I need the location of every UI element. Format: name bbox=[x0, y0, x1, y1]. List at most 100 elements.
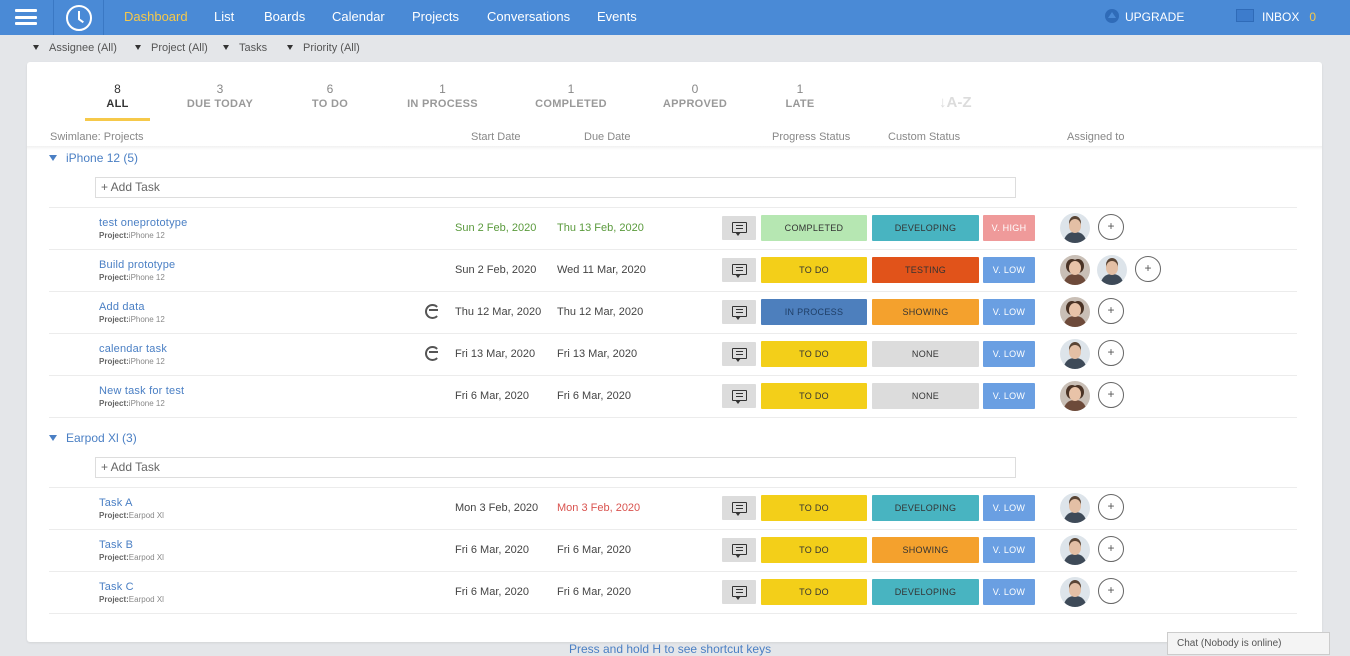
tab-due-today[interactable]: 3 DUE TODAY bbox=[180, 82, 260, 111]
add-assignee-button[interactable]: + bbox=[1098, 214, 1124, 240]
due-date[interactable]: Fri 6 Mar, 2020 bbox=[557, 586, 631, 598]
add-assignee-button[interactable]: + bbox=[1098, 340, 1124, 366]
inbox-button[interactable]: INBOX 0 bbox=[1236, 9, 1316, 24]
progress-status-badge[interactable]: TO DO bbox=[761, 495, 867, 521]
due-date[interactable]: Fri 6 Mar, 2020 bbox=[557, 390, 631, 402]
column-custom-status[interactable]: Custom Status bbox=[888, 131, 961, 143]
assignee-avatar[interactable] bbox=[1097, 255, 1127, 285]
dependency-icon[interactable] bbox=[425, 304, 440, 319]
progress-status-badge[interactable]: TO DO bbox=[761, 579, 867, 605]
due-date[interactable]: Fri 13 Mar, 2020 bbox=[557, 348, 638, 360]
task-name-link[interactable]: Task B bbox=[99, 539, 134, 551]
chat-widget[interactable]: Chat (Nobody is online) bbox=[1167, 632, 1330, 655]
due-date[interactable]: Thu 13 Feb, 2020 bbox=[557, 222, 644, 234]
progress-status-badge[interactable]: COMPLETED bbox=[761, 215, 867, 241]
progress-status-badge[interactable]: TO DO bbox=[761, 383, 867, 409]
task-name-link[interactable]: Task A bbox=[99, 497, 133, 509]
nav-calendar[interactable]: Calendar bbox=[332, 9, 385, 24]
task-row[interactable]: calendar task Project:iPhone 12 Fri 13 Mar… bbox=[27, 334, 1322, 376]
tab-approved[interactable]: 0 APPROVED bbox=[655, 82, 735, 111]
task-row[interactable]: Task C Project:Earpod Xl Fri 6 Mar, 2020 Fr… bbox=[27, 572, 1322, 614]
custom-status-badge[interactable]: TESTING bbox=[872, 257, 979, 283]
clock-icon[interactable] bbox=[66, 5, 92, 31]
assignee-avatar[interactable] bbox=[1060, 381, 1090, 411]
priority-badge[interactable]: V. LOW bbox=[983, 495, 1035, 521]
column-swimlane[interactable]: Swimlane: Projects bbox=[50, 131, 144, 143]
upgrade-button[interactable]: UPGRADE bbox=[1105, 9, 1184, 24]
priority-badge[interactable]: V. LOW bbox=[983, 579, 1035, 605]
start-date[interactable]: Fri 6 Mar, 2020 bbox=[455, 586, 529, 598]
start-date[interactable]: Mon 3 Feb, 2020 bbox=[455, 502, 539, 514]
task-row[interactable]: Task B Project:Earpod Xl Fri 6 Mar, 2020 Fr… bbox=[27, 530, 1322, 572]
column-due-date[interactable]: Due Date bbox=[584, 131, 631, 143]
filter-assignee[interactable]: Assignee (All) bbox=[33, 42, 117, 54]
filter-tasks[interactable]: Tasks bbox=[223, 42, 267, 54]
task-row[interactable]: Task A Project:Earpod Xl Mon 3 Feb, 2020 Mo… bbox=[27, 488, 1322, 530]
assignee-avatar[interactable] bbox=[1060, 339, 1090, 369]
tab-late[interactable]: 1 LATE bbox=[775, 82, 825, 111]
start-date[interactable]: Fri 6 Mar, 2020 bbox=[455, 390, 529, 402]
task-name-link[interactable]: calendar task bbox=[99, 343, 168, 355]
swimlane-title[interactable]: Earpod Xl (3) bbox=[49, 431, 137, 445]
add-assignee-button[interactable]: + bbox=[1098, 578, 1124, 604]
column-assigned-to[interactable]: Assigned to bbox=[1067, 131, 1125, 143]
task-row[interactable]: Add data Project:iPhone 12 Thu 12 Mar, 202… bbox=[27, 292, 1322, 334]
progress-status-badge[interactable]: TO DO bbox=[761, 341, 867, 367]
nav-conversations[interactable]: Conversations bbox=[487, 9, 571, 24]
custom-status-badge[interactable]: SHOWING bbox=[872, 537, 979, 563]
add-task-input[interactable]: + Add Task bbox=[95, 457, 1016, 478]
priority-badge[interactable]: V. HIGH bbox=[983, 215, 1035, 241]
assignee-avatar[interactable] bbox=[1060, 493, 1090, 523]
task-row[interactable]: New task for test Project:iPhone 12 Fri 6 … bbox=[27, 376, 1322, 418]
assignee-avatar[interactable] bbox=[1060, 535, 1090, 565]
nav-dashboard[interactable]: Dashboard bbox=[124, 9, 188, 24]
tab-all[interactable]: 8 ALL bbox=[85, 82, 150, 111]
task-name-link[interactable]: Task C bbox=[99, 581, 134, 593]
custom-status-badge[interactable]: DEVELOPING bbox=[872, 579, 979, 605]
task-row[interactable]: test oneprototype Project:iPhone 12 Sun 2 … bbox=[27, 208, 1322, 250]
column-start-date[interactable]: Start Date bbox=[471, 131, 521, 143]
start-date[interactable]: Fri 13 Mar, 2020 bbox=[455, 348, 536, 360]
assignee-avatar[interactable] bbox=[1060, 255, 1090, 285]
assignee-avatar[interactable] bbox=[1060, 297, 1090, 327]
custom-status-badge[interactable]: DEVELOPING bbox=[872, 495, 979, 521]
progress-status-badge[interactable]: TO DO bbox=[761, 537, 867, 563]
comment-button[interactable] bbox=[722, 342, 756, 366]
nav-list[interactable]: List bbox=[214, 9, 235, 24]
priority-badge[interactable]: V. LOW bbox=[983, 383, 1035, 409]
tab-to-do[interactable]: 6 TO DO bbox=[300, 82, 360, 111]
column-progress-status[interactable]: Progress Status bbox=[772, 131, 851, 143]
assignee-avatar[interactable] bbox=[1060, 213, 1090, 243]
start-date[interactable]: Thu 12 Mar, 2020 bbox=[455, 306, 542, 318]
start-date[interactable]: Fri 6 Mar, 2020 bbox=[455, 544, 529, 556]
due-date[interactable]: Wed 11 Mar, 2020 bbox=[557, 264, 646, 276]
tab-completed[interactable]: 1 COMPLETED bbox=[526, 82, 616, 111]
start-date[interactable]: Sun 2 Feb, 2020 bbox=[455, 264, 537, 276]
hamburger-menu-icon[interactable] bbox=[15, 9, 37, 25]
add-task-input[interactable]: + Add Task bbox=[95, 177, 1016, 198]
task-name-link[interactable]: test oneprototype bbox=[99, 217, 188, 229]
comment-button[interactable] bbox=[722, 580, 756, 604]
task-name-link[interactable]: Build prototype bbox=[99, 259, 176, 271]
progress-status-badge[interactable]: IN PROCESS bbox=[761, 299, 867, 325]
due-date[interactable]: Thu 12 Mar, 2020 bbox=[557, 306, 644, 318]
collapse-triangle-icon[interactable] bbox=[49, 435, 57, 441]
comment-button[interactable] bbox=[722, 538, 756, 562]
filter-project[interactable]: Project (All) bbox=[135, 42, 208, 54]
nav-events[interactable]: Events bbox=[597, 9, 637, 24]
collapse-triangle-icon[interactable] bbox=[49, 155, 57, 161]
custom-status-badge[interactable]: SHOWING bbox=[872, 299, 979, 325]
comment-button[interactable] bbox=[722, 216, 756, 240]
nav-projects[interactable]: Projects bbox=[412, 9, 459, 24]
task-name-link[interactable]: New task for test bbox=[99, 385, 185, 397]
nav-boards[interactable]: Boards bbox=[264, 9, 306, 24]
tab-in-process[interactable]: 1 IN PROCESS bbox=[400, 82, 485, 111]
custom-status-badge[interactable]: NONE bbox=[872, 341, 979, 367]
custom-status-badge[interactable]: DEVELOPING bbox=[872, 215, 979, 241]
comment-button[interactable] bbox=[722, 300, 756, 324]
due-date[interactable]: Mon 3 Feb, 2020 bbox=[557, 502, 641, 514]
priority-badge[interactable]: V. LOW bbox=[983, 341, 1035, 367]
due-date[interactable]: Fri 6 Mar, 2020 bbox=[557, 544, 631, 556]
add-assignee-button[interactable]: + bbox=[1098, 298, 1124, 324]
task-name-link[interactable]: Add data bbox=[99, 301, 145, 313]
